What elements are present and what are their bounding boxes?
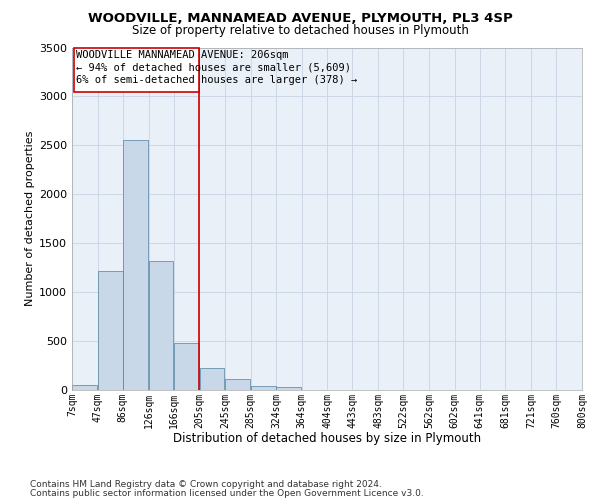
Text: 6% of semi-detached houses are larger (378) →: 6% of semi-detached houses are larger (3… [76,75,357,85]
Y-axis label: Number of detached properties: Number of detached properties [25,131,35,306]
Bar [98,270,122,390]
Text: WOODVILLE MANNAMEAD AVENUE: 206sqm: WOODVILLE MANNAMEAD AVENUE: 206sqm [76,50,289,60]
Bar [276,387,301,390]
Bar [225,379,250,390]
Bar [72,385,97,390]
X-axis label: Distribution of detached houses by size in Plymouth: Distribution of detached houses by size … [173,432,481,445]
FancyBboxPatch shape [74,48,199,92]
Bar [123,140,148,390]
Text: Contains HM Land Registry data © Crown copyright and database right 2024.: Contains HM Land Registry data © Crown c… [30,480,382,489]
Bar [199,368,224,390]
Bar [251,386,276,390]
Text: WOODVILLE, MANNAMEAD AVENUE, PLYMOUTH, PL3 4SP: WOODVILLE, MANNAMEAD AVENUE, PLYMOUTH, P… [88,12,512,26]
Text: Contains public sector information licensed under the Open Government Licence v3: Contains public sector information licen… [30,488,424,498]
Bar [175,343,199,390]
Text: ← 94% of detached houses are smaller (5,609): ← 94% of detached houses are smaller (5,… [76,62,351,72]
Bar [149,261,173,390]
Text: Size of property relative to detached houses in Plymouth: Size of property relative to detached ho… [131,24,469,37]
